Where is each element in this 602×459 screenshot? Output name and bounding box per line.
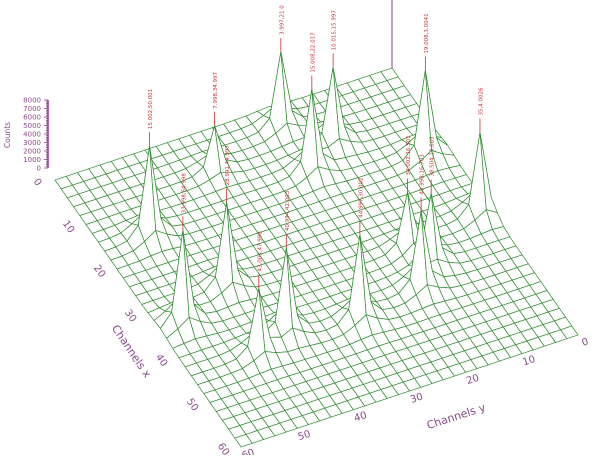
counts-tick-label: 7000 bbox=[23, 105, 41, 113]
x-tick-label: 30 bbox=[122, 308, 138, 325]
x-tick-label: 20 bbox=[91, 263, 107, 280]
peak-label: 15.008,22.017 bbox=[310, 32, 316, 73]
y-tick-label: 0 bbox=[580, 336, 589, 348]
surface-mesh bbox=[54, 51, 579, 448]
peak-label: 28.991,44.997 bbox=[225, 145, 231, 186]
peak-label: 40.994,42.003 bbox=[285, 190, 291, 231]
counts-tick-label: 5000 bbox=[23, 122, 41, 130]
y-tick-label: 40 bbox=[353, 410, 369, 424]
peak-label: 40.998,16.703 bbox=[420, 154, 426, 195]
counts-tick-label: 4000 bbox=[23, 131, 41, 139]
peak-label: 15.002,50.001 bbox=[148, 89, 154, 129]
peak-label: 7.998,34.997 bbox=[213, 72, 219, 109]
mesh-cell bbox=[234, 433, 253, 448]
y-tick-label: 60 bbox=[240, 447, 256, 455]
counts-tick-label: 8000 bbox=[23, 97, 41, 105]
counts-tick-label: 1000 bbox=[23, 156, 41, 164]
counts-axis-title: Counts bbox=[3, 122, 12, 148]
peak-labels: 15.002,50.001 7.998,34.997 3.997,21.0 15.00… bbox=[148, 5, 484, 289]
peak-label: 35,4.0026 bbox=[478, 87, 484, 115]
x-tick-label: 10 bbox=[60, 219, 76, 236]
peak-label: 43.005,47.998 bbox=[257, 231, 263, 272]
peak-label: 44.997,30.002 bbox=[358, 178, 364, 218]
counts-tick-label: 3000 bbox=[23, 139, 41, 147]
x-tick-label: 40 bbox=[153, 352, 169, 369]
peak-label: 19.008,3.0041 bbox=[424, 13, 430, 53]
counts-tick-label: 6000 bbox=[23, 114, 41, 122]
counts-tick-label: 0 bbox=[37, 165, 41, 173]
y-tick-label: 10 bbox=[521, 354, 537, 368]
y-tick-label: 20 bbox=[465, 373, 481, 387]
y-axis-title: Channels y bbox=[425, 401, 487, 432]
x-tick-label: 50 bbox=[184, 397, 200, 414]
peak-label: 33.998,54.998 bbox=[181, 173, 187, 214]
y-tick-label: 50 bbox=[297, 429, 313, 443]
x-axis-title: Channels x bbox=[109, 322, 154, 380]
x-tick-label: 60 bbox=[215, 441, 231, 455]
y-tick-label: 30 bbox=[409, 391, 425, 405]
peak-label: 38.504,13.605 bbox=[430, 136, 436, 177]
peak-label: 3.997,21.0 bbox=[279, 5, 285, 35]
mesh-cell bbox=[468, 132, 487, 221]
peak-label: 34.002,16.501 bbox=[406, 135, 412, 175]
x-tick-label: 0 bbox=[31, 177, 44, 189]
mesh-cell bbox=[269, 51, 288, 134]
counts-tick-label: 2000 bbox=[23, 148, 41, 156]
peak-label: 10.015,15.997 bbox=[332, 10, 338, 51]
